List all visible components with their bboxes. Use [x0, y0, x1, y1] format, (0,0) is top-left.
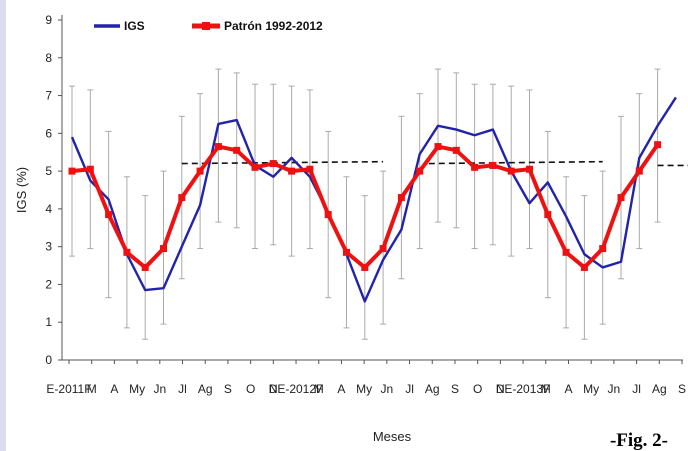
series-point-patron	[489, 161, 497, 169]
x-tick-label: N	[269, 382, 278, 396]
series-point-patron	[599, 245, 607, 253]
y-tick-label: 4	[45, 202, 52, 216]
series-point-patron	[580, 263, 588, 271]
x-tick-label: Jl	[405, 382, 414, 396]
y-tick-label: 0	[45, 353, 52, 367]
series-point-patron	[343, 248, 350, 256]
series-point-patron	[269, 160, 277, 168]
x-tick-label: N	[496, 382, 505, 396]
x-tick-label: S	[224, 382, 232, 396]
y-tick-label: 6	[45, 126, 52, 140]
figure-label: -Fig. 2-	[610, 430, 668, 451]
x-tick-label: M	[541, 382, 551, 396]
series-point-patron	[288, 167, 296, 175]
x-tick-label: DE-2012F	[269, 382, 324, 396]
x-tick-label: A	[337, 382, 345, 396]
series-point-patron	[178, 194, 186, 202]
y-tick-label: 9	[45, 13, 52, 27]
x-tick-label: My	[356, 382, 372, 396]
series-point-patron	[617, 194, 625, 202]
series-point-patron	[379, 245, 387, 253]
series-point-patron	[635, 167, 643, 175]
series-point-patron	[160, 245, 167, 253]
y-tick-label: 8	[45, 51, 52, 65]
y-tick-label: 2	[45, 277, 52, 291]
reference-lines	[181, 160, 688, 167]
x-tick-label: My	[129, 382, 145, 396]
x-tick-label: S	[451, 382, 459, 396]
series-line-igs	[70, 96, 677, 303]
y-axis-title: IGS (%)	[14, 167, 29, 213]
reference-line	[181, 160, 384, 165]
series-point-patron	[251, 163, 259, 171]
x-tick-label: A	[564, 382, 572, 396]
series-point-patron	[654, 141, 662, 149]
series-point-patron	[361, 263, 369, 271]
series-point-patron	[214, 143, 222, 151]
x-tick-label: Jl	[632, 382, 641, 396]
series-layer	[68, 96, 677, 303]
series-point-patron	[196, 167, 204, 175]
x-tick-label: M	[87, 382, 97, 396]
reference-line	[428, 160, 603, 165]
series-point-patron	[233, 146, 241, 154]
y-tick-label: 5	[45, 164, 52, 178]
series-point-patron	[434, 143, 442, 151]
y-tick-label: 7	[45, 89, 52, 103]
series-point-patron	[324, 211, 332, 219]
legend-marker	[202, 22, 210, 30]
x-tick-label: S	[678, 382, 686, 396]
series-point-patron	[123, 248, 131, 256]
series-point-patron	[105, 211, 113, 219]
x-tick-label: Ag	[198, 382, 213, 396]
series-point-patron	[562, 248, 570, 256]
x-tick-label: Ag	[652, 382, 667, 396]
series-point-patron	[416, 167, 424, 175]
series-point-patron	[86, 165, 94, 173]
series-point-patron	[397, 194, 405, 202]
series-point-patron	[526, 165, 533, 173]
legend-label: Patrón 1992-2012	[224, 19, 323, 33]
x-tick-label: Ag	[425, 382, 440, 396]
series-point-patron	[471, 163, 479, 171]
x-tick-label: M	[314, 382, 324, 396]
x-tick-label: O	[246, 382, 255, 396]
x-tick-label: Jn	[608, 382, 621, 396]
series-point-patron	[141, 263, 149, 271]
series-point-patron	[68, 167, 76, 175]
series-point-patron	[507, 167, 515, 175]
x-axis-title: Meses	[373, 429, 412, 444]
series-point-patron	[306, 165, 314, 173]
series-point-patron	[452, 146, 460, 154]
x-tick-label: Jn	[153, 382, 166, 396]
legend: IGS Patrón 1992-2012	[94, 19, 323, 33]
x-tick-label: Jl	[178, 382, 187, 396]
series-point-patron	[544, 211, 552, 219]
chart-frame: 0 1 2 3 4 5 6 7 8 9 E-2011F M A My Jn Jl Ag S O N DE-2012F M A…	[6, 0, 688, 451]
x-tick-label: My	[583, 382, 599, 396]
y-tick-label: 1	[45, 315, 52, 329]
x-tick-label: A	[110, 382, 118, 396]
x-tick-label: DE-2013F	[496, 382, 551, 396]
x-tick-label: O	[473, 382, 482, 396]
x-tick-label: E-2011F	[46, 382, 91, 396]
x-tick-label: Jn	[381, 382, 394, 396]
y-tick-label: 3	[45, 240, 52, 254]
legend-label: IGS	[124, 19, 145, 33]
